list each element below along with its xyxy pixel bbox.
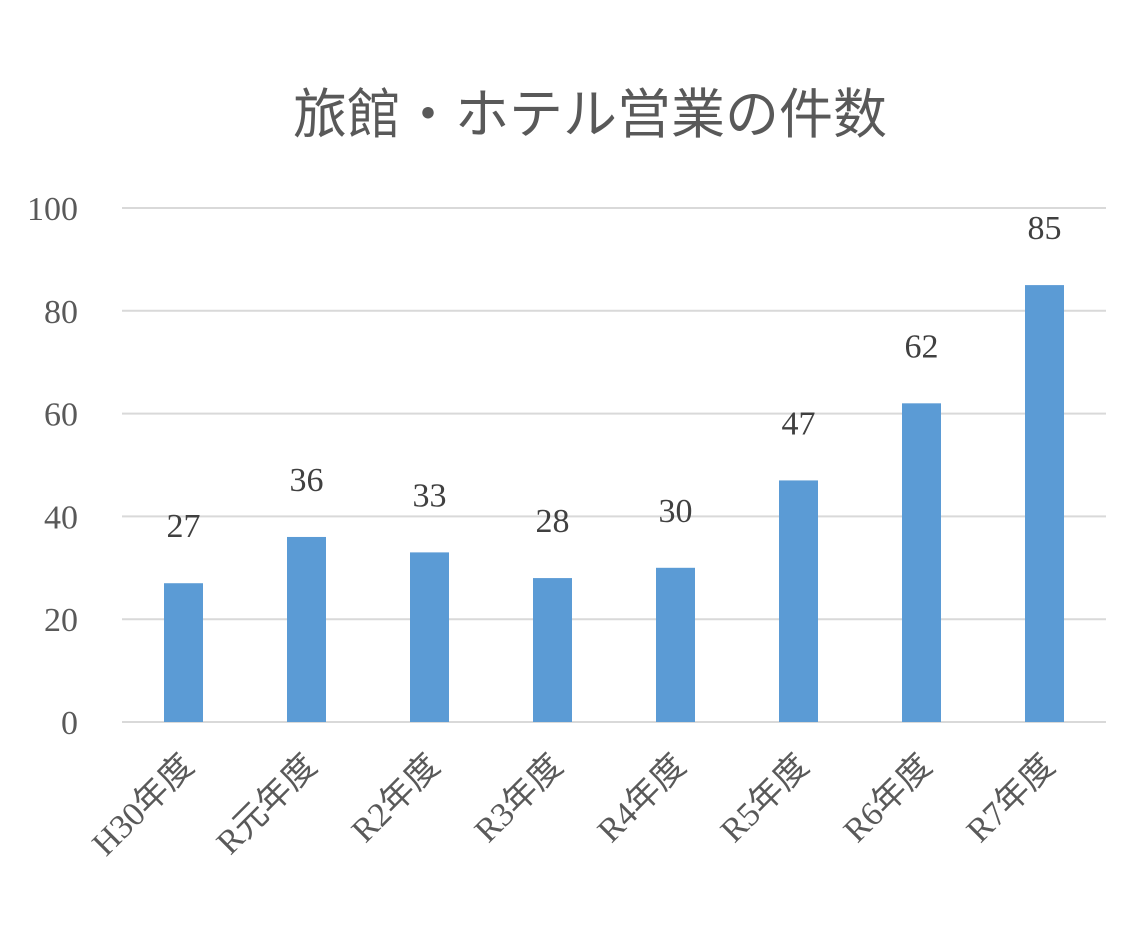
- bar: [779, 480, 818, 722]
- data-label: 27: [167, 508, 201, 545]
- y-tick-label: 100: [27, 191, 78, 228]
- y-tick-label: 80: [44, 294, 78, 331]
- y-tick-label: 60: [44, 397, 78, 434]
- x-category-label: R4年度: [590, 747, 693, 850]
- x-category-label: R2年度: [344, 747, 447, 850]
- data-label: 47: [782, 405, 816, 442]
- data-label: 28: [536, 503, 570, 540]
- x-category-label: R3年度: [467, 747, 570, 850]
- x-axis-categories: H30年度 R元年度 R2年度 R3年度 R4年度 R5年度 R6年度 R7年度: [85, 747, 1062, 863]
- y-tick-label: 40: [44, 499, 78, 536]
- y-tick-label: 20: [44, 602, 78, 639]
- y-axis-ticks: 0 20 40 60 80 100: [27, 191, 78, 742]
- x-category-label: R元年度: [209, 747, 324, 862]
- y-tick-label: 0: [61, 705, 78, 742]
- bar: [533, 578, 572, 722]
- bars: [164, 285, 1064, 722]
- data-label: 85: [1028, 210, 1062, 247]
- x-category-label: R7年度: [959, 747, 1062, 850]
- data-label: 30: [659, 493, 693, 530]
- bar: [287, 536, 326, 722]
- chart-title: 旅館・ホテル営業の件数: [293, 83, 887, 146]
- gridlines: [122, 207, 1106, 723]
- bar: [902, 403, 941, 722]
- bar: [410, 552, 449, 722]
- bar: [656, 567, 695, 722]
- data-label: 36: [290, 462, 324, 499]
- data-label: 33: [413, 477, 447, 514]
- x-category-label: H30年度: [85, 747, 201, 863]
- data-labels: 27 36 33 28 30 47 62 85: [167, 210, 1062, 545]
- bar: [1025, 285, 1064, 722]
- x-category-label: R6年度: [836, 747, 939, 850]
- x-category-label: R5年度: [713, 747, 816, 850]
- bar: [164, 583, 203, 722]
- data-label: 62: [905, 328, 939, 365]
